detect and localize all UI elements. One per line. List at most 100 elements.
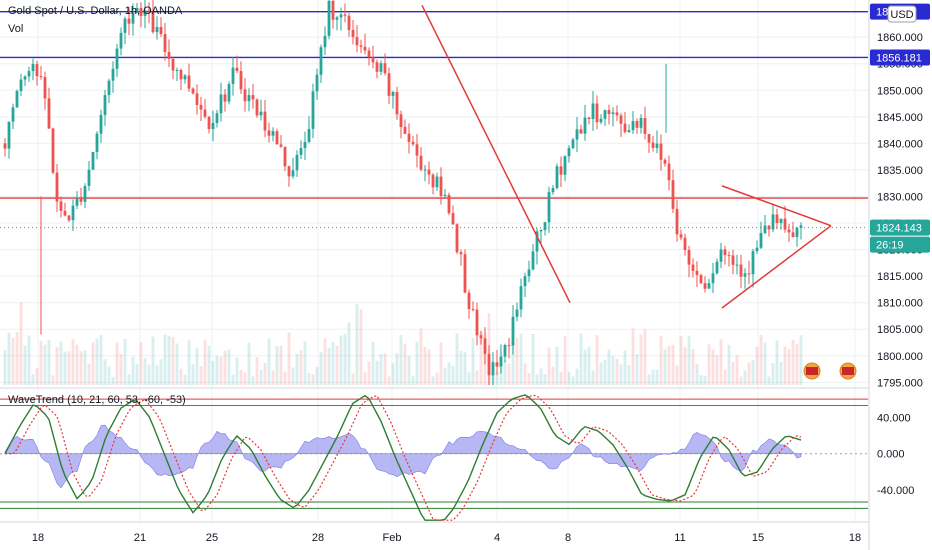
candle-body bbox=[139, 8, 143, 16]
volume-bar bbox=[735, 355, 739, 385]
volume-bar bbox=[131, 356, 135, 385]
price-axis-background bbox=[869, 0, 932, 550]
volume-bar bbox=[351, 373, 355, 385]
volume-bar bbox=[159, 359, 163, 385]
candle-body bbox=[659, 143, 663, 160]
candle-body bbox=[207, 116, 211, 130]
candle-body bbox=[439, 176, 443, 197]
volume-bar bbox=[783, 346, 787, 385]
volume-bar bbox=[743, 370, 747, 385]
wavetrend-title: WaveTrend (10, 21, 60, 53, -60, -53) bbox=[8, 394, 186, 406]
candle-body bbox=[443, 194, 447, 197]
candle-body bbox=[731, 255, 735, 265]
volume-bar bbox=[635, 354, 639, 385]
candle-body bbox=[335, 17, 339, 20]
candle-body bbox=[215, 113, 219, 123]
volume-bar bbox=[367, 361, 371, 385]
candle-body bbox=[495, 362, 499, 367]
candle-body bbox=[43, 77, 47, 99]
volume-bar bbox=[59, 341, 63, 385]
wavetrend-pane bbox=[0, 394, 868, 521]
volume-bar bbox=[547, 347, 551, 385]
volume-bar bbox=[395, 353, 399, 385]
candle-body bbox=[203, 109, 207, 117]
candle-body bbox=[451, 213, 455, 225]
candle-body bbox=[543, 222, 547, 231]
volume-bar bbox=[119, 354, 123, 385]
volume-bar bbox=[83, 350, 87, 385]
candle-body bbox=[375, 62, 379, 72]
volume-bar bbox=[95, 338, 99, 385]
candle-body bbox=[155, 26, 159, 33]
y-tick-label: 1860.000 bbox=[877, 32, 923, 44]
volume-bar bbox=[591, 370, 595, 385]
volume-bar bbox=[139, 342, 143, 385]
candle-body bbox=[263, 111, 267, 131]
candle-body bbox=[531, 251, 535, 270]
volume-bar bbox=[431, 376, 435, 385]
candle-body bbox=[711, 273, 715, 284]
candle-body bbox=[127, 18, 131, 24]
volume-bar bbox=[755, 347, 759, 385]
volume-bar bbox=[343, 333, 347, 385]
candle-body bbox=[391, 92, 395, 96]
event-flag-icon bbox=[806, 367, 818, 375]
volume-bar bbox=[67, 351, 71, 385]
volume-bar bbox=[523, 363, 527, 385]
volume-bar bbox=[555, 346, 559, 385]
candle-body bbox=[287, 166, 291, 177]
volume-bar bbox=[23, 345, 27, 385]
candle-body bbox=[471, 309, 475, 311]
event-flag-icon bbox=[842, 367, 854, 375]
candle-body bbox=[131, 13, 135, 24]
candle-body bbox=[775, 214, 779, 224]
volume-bar bbox=[91, 342, 95, 385]
volume-bar bbox=[687, 335, 691, 385]
volume-bar bbox=[183, 374, 187, 385]
volume-bar bbox=[251, 376, 255, 385]
volume-bar bbox=[11, 337, 15, 385]
volume-bar bbox=[643, 329, 647, 385]
wavetrend-y-tick-label: 40.000 bbox=[877, 412, 911, 424]
candle-body bbox=[479, 335, 483, 339]
candle-body bbox=[551, 187, 555, 193]
volume-bar bbox=[771, 363, 775, 385]
y-tick-label: 1810.000 bbox=[877, 298, 923, 310]
volume-bar bbox=[371, 341, 375, 385]
candle-body bbox=[347, 15, 351, 31]
volume-bar bbox=[619, 364, 623, 385]
x-tick-label: 11 bbox=[674, 532, 685, 544]
candle-body bbox=[511, 316, 515, 346]
candle-body bbox=[371, 57, 375, 63]
triangle-lower-line bbox=[721, 225, 832, 309]
candle-body bbox=[679, 234, 683, 238]
level-price-tag-text: 1856.181 bbox=[876, 52, 922, 64]
volume-bar bbox=[255, 357, 259, 385]
candle-body bbox=[675, 208, 679, 235]
candle-body bbox=[307, 128, 311, 142]
y-tick-label: 1815.000 bbox=[877, 271, 923, 283]
candle-body bbox=[427, 169, 431, 175]
wavetrend-y-tick-label: 0.000 bbox=[877, 449, 905, 461]
current-price-tag-text: 1824.143 bbox=[876, 223, 922, 235]
volume-bar bbox=[471, 338, 475, 385]
candle-body bbox=[303, 141, 307, 149]
y-tick-label: 1800.000 bbox=[877, 351, 923, 363]
candle-body bbox=[19, 79, 23, 92]
volume-bar bbox=[563, 336, 567, 385]
volume-bar bbox=[115, 342, 119, 385]
candle-body bbox=[791, 232, 795, 238]
volume-bar bbox=[507, 363, 511, 385]
candle-body bbox=[195, 93, 199, 105]
volume-bar bbox=[123, 339, 127, 385]
candle-body bbox=[119, 32, 123, 49]
volume-bar bbox=[583, 349, 587, 385]
candle-body bbox=[147, 10, 151, 12]
grid bbox=[0, 0, 868, 523]
candle-body bbox=[751, 251, 755, 275]
candle-body bbox=[491, 362, 495, 376]
candle-body bbox=[71, 205, 75, 221]
candle-body bbox=[467, 292, 471, 310]
current-price-tag bbox=[870, 219, 930, 236]
candle-body bbox=[107, 80, 111, 96]
